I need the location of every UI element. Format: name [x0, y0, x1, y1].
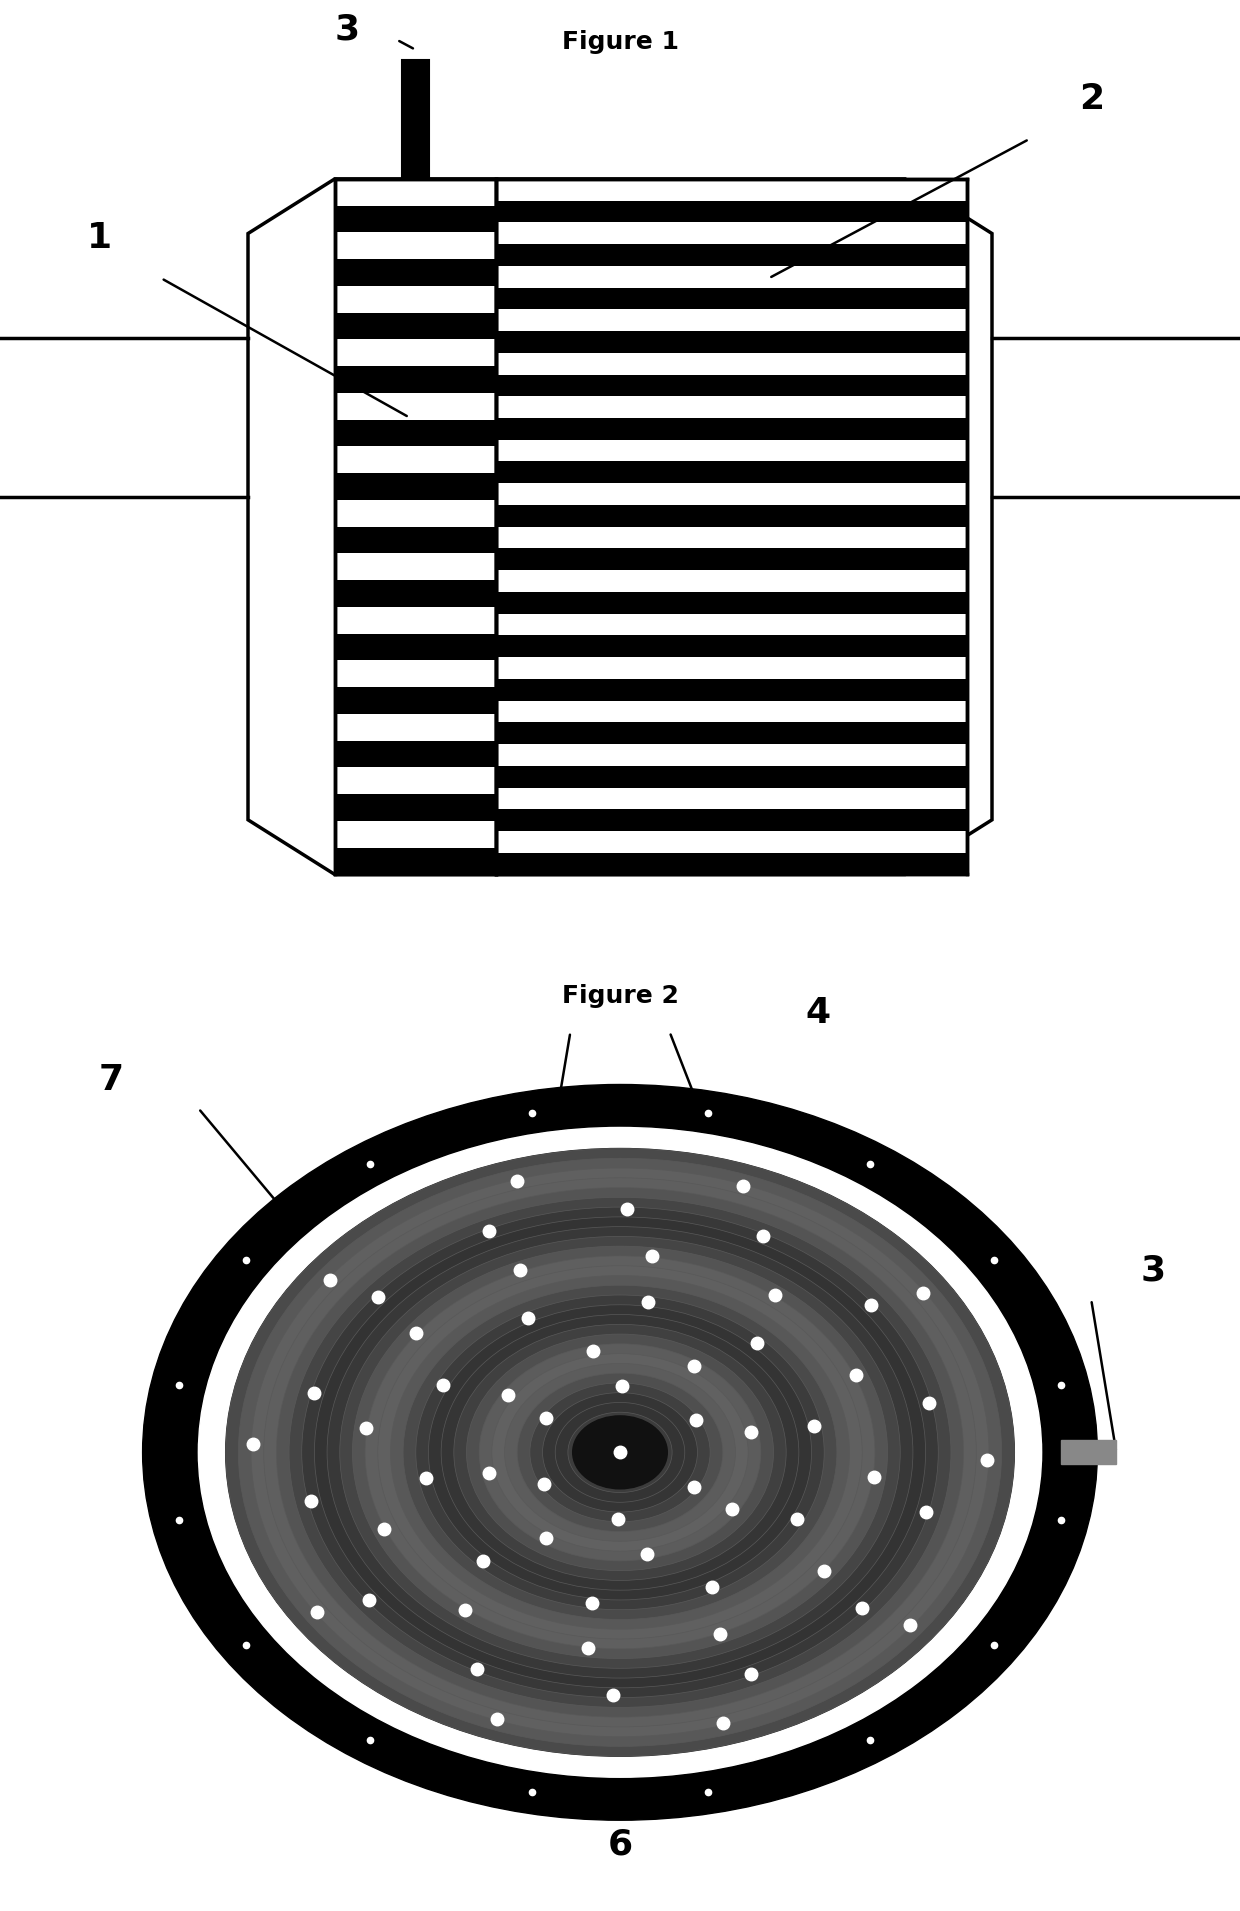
- Circle shape: [277, 1187, 963, 1718]
- Text: Figure 1: Figure 1: [562, 31, 678, 54]
- Circle shape: [479, 1343, 761, 1561]
- Circle shape: [264, 1177, 976, 1728]
- Circle shape: [327, 1227, 913, 1678]
- Text: 7: 7: [99, 1063, 124, 1097]
- Circle shape: [573, 1416, 667, 1489]
- Bar: [335, 795, 496, 822]
- Circle shape: [378, 1265, 862, 1640]
- Circle shape: [226, 1149, 1014, 1756]
- Circle shape: [415, 1296, 825, 1609]
- Circle shape: [543, 1393, 697, 1512]
- Bar: [335, 367, 496, 394]
- Bar: [335, 206, 496, 233]
- Circle shape: [556, 1403, 684, 1502]
- Bar: [496, 808, 967, 831]
- Circle shape: [289, 1198, 951, 1707]
- Bar: [496, 722, 967, 743]
- Bar: [496, 287, 967, 310]
- Circle shape: [143, 1085, 1097, 1819]
- Bar: [335, 848, 496, 875]
- Circle shape: [429, 1305, 811, 1600]
- Text: 1: 1: [87, 222, 112, 256]
- Bar: [496, 852, 967, 875]
- Bar: [496, 375, 967, 396]
- Circle shape: [301, 1208, 939, 1697]
- Circle shape: [568, 1412, 672, 1492]
- Bar: [402, 59, 429, 180]
- Text: 4: 4: [806, 996, 831, 1030]
- Bar: [496, 180, 967, 875]
- Bar: [496, 461, 967, 483]
- Bar: [496, 548, 967, 569]
- Bar: [335, 474, 496, 501]
- Bar: [335, 313, 496, 340]
- Circle shape: [238, 1158, 1002, 1747]
- Bar: [496, 766, 967, 787]
- Bar: [335, 688, 496, 715]
- Circle shape: [391, 1275, 849, 1630]
- Circle shape: [226, 1149, 1014, 1756]
- Bar: [335, 634, 496, 661]
- Circle shape: [198, 1127, 1042, 1777]
- Bar: [335, 180, 496, 875]
- Text: 3: 3: [335, 13, 360, 46]
- Text: 5: 5: [1017, 1559, 1042, 1594]
- Bar: [335, 581, 496, 608]
- Circle shape: [403, 1286, 837, 1619]
- Circle shape: [505, 1363, 735, 1542]
- Bar: [335, 260, 496, 287]
- Circle shape: [250, 1168, 990, 1737]
- Bar: [335, 741, 496, 768]
- Circle shape: [441, 1315, 799, 1590]
- Text: Figure 2: Figure 2: [562, 984, 678, 1009]
- Circle shape: [352, 1246, 888, 1659]
- Circle shape: [315, 1217, 925, 1687]
- Circle shape: [198, 1127, 1042, 1777]
- Bar: [496, 331, 967, 354]
- Circle shape: [340, 1236, 900, 1668]
- Bar: [1060, 1441, 1116, 1464]
- Circle shape: [365, 1256, 875, 1649]
- Bar: [496, 505, 967, 527]
- Bar: [496, 678, 967, 701]
- Circle shape: [517, 1374, 723, 1531]
- Text: 2: 2: [1079, 82, 1104, 117]
- Bar: [496, 201, 967, 222]
- Circle shape: [466, 1334, 774, 1571]
- Text: 6: 6: [608, 1827, 632, 1861]
- Circle shape: [454, 1324, 786, 1580]
- Circle shape: [492, 1353, 748, 1552]
- Bar: [335, 527, 496, 554]
- Bar: [496, 245, 967, 266]
- Bar: [496, 634, 967, 657]
- Bar: [335, 420, 496, 447]
- Circle shape: [529, 1384, 711, 1521]
- Bar: [496, 419, 967, 440]
- Bar: [496, 592, 967, 613]
- Text: 3: 3: [1141, 1254, 1166, 1288]
